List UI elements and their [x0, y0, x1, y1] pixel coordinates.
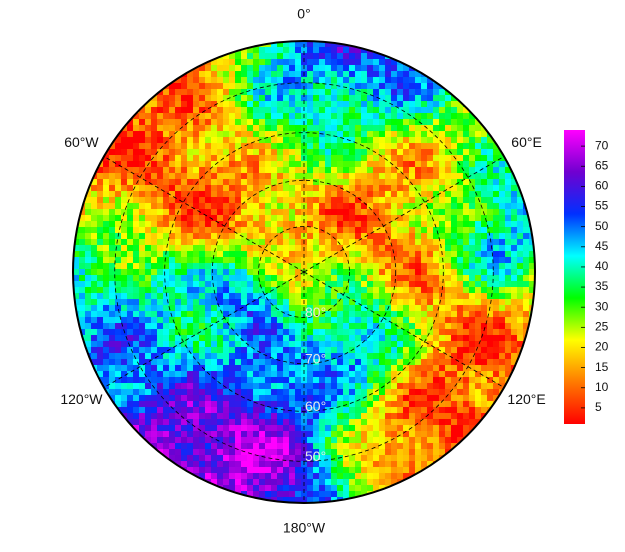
colorbar-tick-label: 5 — [595, 400, 602, 414]
colorbar-tick-label: 35 — [595, 279, 609, 293]
colorbar — [564, 130, 585, 424]
lon-label: 60°E — [511, 134, 542, 150]
colorbar-tick-label: 15 — [595, 360, 609, 374]
colorbar-tick-label: 20 — [595, 340, 609, 354]
lon-label: 180°W — [283, 520, 326, 536]
colorbar-tick-label: 65 — [595, 158, 609, 172]
lon-label: 120°E — [507, 391, 545, 407]
lat-label: 80° — [305, 304, 326, 320]
latitude-circle — [211, 179, 397, 365]
lat-label: 70° — [305, 350, 326, 366]
latitude-circle — [114, 82, 494, 462]
colorbar-tick-label: 30 — [595, 299, 609, 313]
colorbar-tick-label: 60 — [595, 179, 609, 193]
colorbar-tick-label: 50 — [595, 219, 609, 233]
colorbar-tick-label: 10 — [595, 380, 609, 394]
meridian-line — [303, 271, 505, 388]
lat-label: 50° — [305, 448, 326, 464]
map-border — [72, 40, 536, 504]
graticule — [103, 41, 505, 503]
latitude-circle — [258, 226, 350, 318]
heatmap-field — [73, 41, 535, 503]
colorbar-tick-label: 25 — [595, 320, 609, 334]
lat-label: 60° — [305, 398, 326, 414]
meridian-line — [303, 156, 505, 273]
colorbar-tick-label: 55 — [595, 199, 609, 213]
meridian-line — [103, 271, 305, 388]
lon-label: 0° — [297, 6, 310, 22]
meridian-line — [103, 156, 305, 273]
lon-label: 120°W — [60, 391, 103, 407]
colorbar-tick-label: 70 — [595, 138, 609, 152]
colorbar-tick-label: 45 — [595, 239, 609, 253]
colorbar-tick-label: 40 — [595, 259, 609, 273]
latitude-circle — [164, 132, 444, 412]
lon-label: 60°W — [64, 134, 99, 150]
